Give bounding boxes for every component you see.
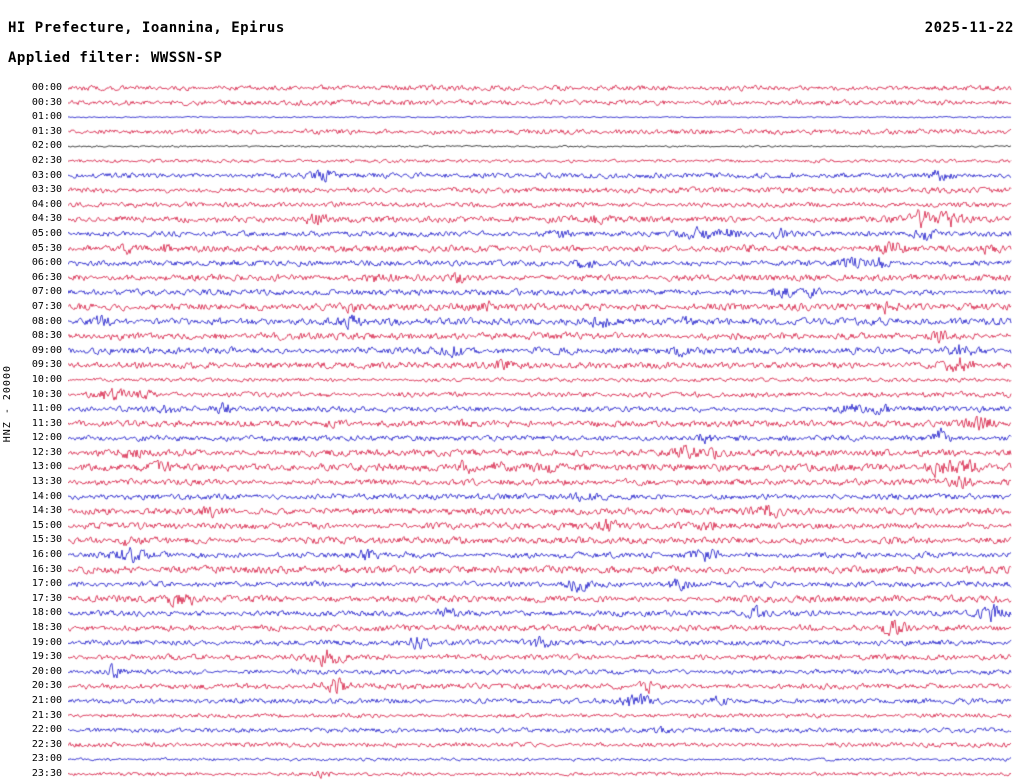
time-label: 05:30 (31, 242, 62, 254)
time-label: 15:00 (31, 519, 62, 531)
time-label: 02:00 (31, 140, 62, 152)
time-label: 16:30 (31, 563, 62, 575)
time-label: 20:30 (31, 680, 62, 692)
time-label: 00:00 (31, 82, 62, 93)
time-label: 08:00 (31, 315, 62, 327)
time-label: 21:00 (31, 695, 62, 707)
time-label: 16:00 (31, 549, 62, 561)
time-label: 04:30 (31, 213, 62, 225)
time-label: 14:00 (31, 490, 62, 502)
time-label: 09:30 (31, 359, 62, 371)
time-label: 10:30 (31, 388, 62, 400)
time-label: 12:00 (31, 432, 62, 444)
time-label: 22:30 (31, 738, 62, 750)
time-label: 09:00 (31, 344, 62, 356)
time-label: 03:00 (31, 169, 62, 181)
time-label: 23:30 (31, 768, 62, 779)
time-label: 01:00 (31, 111, 62, 123)
time-label: 03:30 (31, 184, 62, 196)
time-label: 11:00 (31, 403, 62, 415)
time-label: 17:00 (31, 578, 62, 590)
time-label: 15:30 (31, 534, 62, 546)
time-label: 18:00 (31, 607, 62, 619)
time-label: 13:30 (31, 476, 62, 488)
time-label: 22:00 (31, 724, 62, 736)
time-label: 21:30 (31, 709, 62, 721)
time-label: 11:30 (31, 417, 62, 429)
time-label: 20:00 (31, 665, 62, 677)
time-label: 19:00 (31, 636, 62, 648)
time-label: 08:30 (31, 330, 62, 342)
time-label: 10:00 (31, 373, 62, 385)
time-label: 05:00 (31, 227, 62, 239)
time-label: 04:00 (31, 198, 62, 210)
time-label: 07:30 (31, 300, 62, 312)
page-title: HI Prefecture, Ioannina, Epirus (8, 20, 285, 36)
time-label: 13:00 (31, 461, 62, 473)
time-label: 18:30 (31, 622, 62, 634)
time-label: 19:30 (31, 651, 62, 663)
time-label: 06:30 (31, 271, 62, 283)
time-label: 14:30 (31, 505, 62, 517)
time-label: 02:30 (31, 154, 62, 166)
time-label: 17:30 (31, 592, 62, 604)
time-label: 07:00 (31, 286, 62, 298)
time-label: 23:00 (31, 753, 62, 765)
filter-label: Applied filter: WWSSN-SP (8, 50, 223, 66)
time-label: 01:30 (31, 125, 62, 137)
time-label: 12:30 (31, 446, 62, 458)
date-label: 2025-11-22 (924, 20, 1014, 36)
seismogram-canvas (68, 80, 1012, 780)
time-label: 00:30 (31, 96, 62, 108)
time-label: 06:00 (31, 257, 62, 269)
